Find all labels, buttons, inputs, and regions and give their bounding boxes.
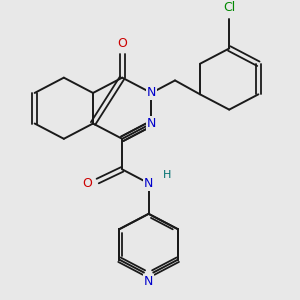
Text: H: H — [163, 170, 171, 180]
Text: O: O — [82, 177, 92, 190]
Text: N: N — [144, 177, 153, 190]
Text: O: O — [117, 37, 127, 50]
Text: N: N — [144, 274, 153, 288]
Text: H: H — [163, 170, 171, 180]
Text: N: N — [147, 86, 156, 99]
Text: N: N — [147, 117, 156, 130]
Text: Cl: Cl — [223, 1, 235, 14]
